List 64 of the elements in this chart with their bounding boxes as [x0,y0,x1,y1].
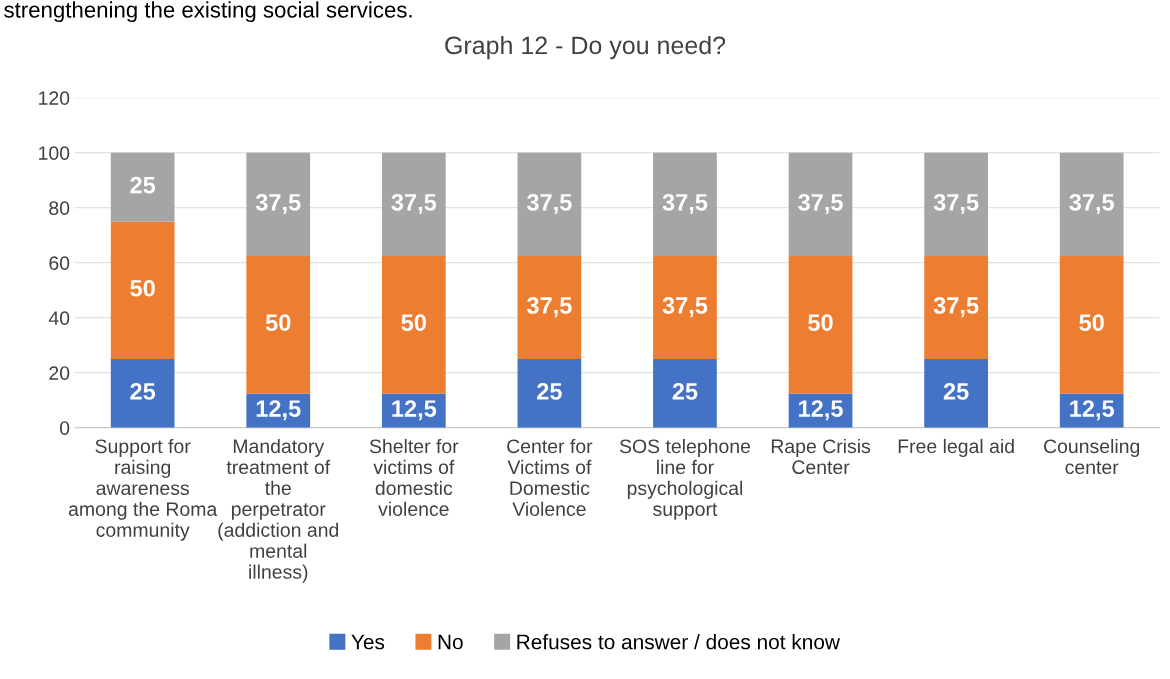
bar [110,152,175,222]
x-tick-label: Rape Crisis Center [771,438,871,475]
bar [517,255,582,360]
bar [246,152,311,256]
bar [653,359,717,428]
text: strengthening the existing social services. [4,1,412,23]
bar [924,255,988,360]
bar [1059,152,1124,256]
bar [110,221,175,360]
chart-title: Graph 12 - Do you need? [445,35,726,60]
data-label: 37,5 [526,193,572,215]
data-label: 50 [130,279,155,297]
data-label: 37,5 [526,297,572,318]
data-label: 50 [265,314,291,331]
y-tick-label: 80 [49,201,70,216]
bar [381,255,446,394]
data-label: 37,5 [798,193,843,215]
data-label: 12,5 [256,400,301,421]
y-tick-label: 40 [48,311,70,326]
data-label: 12,5 [392,400,437,421]
legend-label: No [438,634,463,650]
bar [246,255,311,394]
data-label: 37,5 [933,297,979,318]
x-tick-label: Shelter for victims of domestic violence [369,438,459,516]
bar [924,359,988,428]
y-tick-label: 0 [59,421,70,436]
y-tick-label: 60 [49,256,70,271]
data-label: 50 [401,314,426,331]
bar [788,152,853,256]
data-label: 25 [130,176,156,194]
x-tick-label: Support for raising awareness among the Roma community [68,438,218,541]
data-label: 37,5 [1069,193,1114,215]
data-label: 37,5 [662,193,708,215]
bar [788,255,853,394]
data-label: 37,5 [255,193,301,215]
x-tick-label: Mandatory treatment of the perpetrator (addiction and mental illness) [218,438,339,583]
bar [653,255,717,360]
data-label: 50 [808,314,833,331]
bar [110,359,175,428]
x-tick-label: Free legal aid [898,438,1014,458]
bar [517,359,582,428]
legend-label: Refuses to answer / does not know [517,634,840,650]
bar [924,152,988,256]
y-tick-label: 20 [49,366,70,381]
x-tick-label: Counseling center [1044,438,1140,475]
data-label: 25 [943,383,969,400]
data-label: 37,5 [933,193,979,215]
legend-label: Yes [351,634,385,650]
data-label: 25 [537,383,562,400]
data-label: 37,5 [391,193,437,215]
bar [1059,255,1124,394]
y-tick-label: 120 [39,91,70,106]
data-label: 37,5 [662,297,708,318]
x-tick-label: Center for Victims of Domestic Violence [507,438,593,516]
data-label: 50 [1079,314,1104,331]
y-tick-label: 100 [39,146,70,161]
bar [381,152,446,256]
x-tick-label: SOS telephone line for psychological support [619,438,751,520]
data-label: 12,5 [799,400,843,421]
bar [517,152,582,256]
data-label: 25 [672,383,698,400]
data-label: 12,5 [1070,400,1114,421]
data-label: 25 [130,383,156,400]
bar [653,152,717,256]
